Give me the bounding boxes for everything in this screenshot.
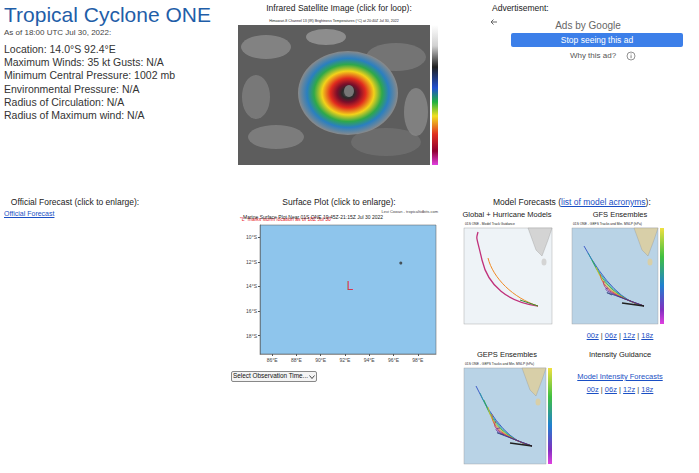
svg-text:16°S: 16°S [246, 308, 258, 314]
html-text:Intensity Guidance: Intensity Guidance [588, 350, 652, 359]
svg-text:Himawari-8 Channel 13 (IR) Bri: Himawari-8 Channel 13 (IR) Brightness Te… [269, 19, 399, 23]
html-text:Ads by Google: Ads by Google [555, 20, 621, 31]
svg-text:88°E: 88°E [291, 357, 303, 363]
svg-text:01S ONE - Model Track Guidance: 01S ONE - Model Track Guidance [465, 222, 515, 226]
svg-text:12°S: 12°S [246, 259, 258, 265]
html-text:Environmental Pressure: N/A: Environmental Pressure: N/A [4, 82, 140, 95]
svg-text:01S ONE - GEFS Tracks and Min.: 01S ONE - GEFS Tracks and Min. MSLP (hPa… [573, 222, 642, 226]
svg-text:92°E: 92°E [340, 357, 352, 363]
html-text:Radius of Maximum wind: N/A: Radius of Maximum wind: N/A [4, 109, 145, 121]
html-text:Infrared Satellite Image (clic: Infrared Satellite Image (click for loop… [266, 3, 412, 13]
html-text:Stop seeing this ad: Stop seeing this ad [560, 35, 634, 45]
html-text:Select Observation Time...: Select Observation Time... [233, 372, 308, 379]
svg-text:18°S: 18°S [246, 333, 258, 339]
svg-text:90°E: 90°E [315, 357, 327, 363]
html-text:As of 18:00 UTC Jul 30, 2022:: As of 18:00 UTC Jul 30, 2022: [4, 28, 112, 37]
html-text:00z | 06z | 12z | 18z: 00z | 06z | 12z | 18z [586, 331, 654, 340]
svg-text:86°E: 86°E [267, 357, 279, 363]
svg-text:96°E: 96°E [388, 357, 400, 363]
html-text:Model Intensity Forecasts: Model Intensity Forecasts [577, 372, 663, 381]
html-text:Model Forecasts (list of model: Model Forecasts (list of model acronyms)… [493, 197, 651, 207]
svg-text:14°S: 14°S [246, 283, 258, 289]
svg-text:Levi Cowan - tropicaltidbits.c: Levi Cowan - tropicaltidbits.com [382, 209, 439, 214]
html-text:GEPS Ensembles: GEPS Ensembles [477, 350, 537, 359]
html-text:Official Forecast: Official Forecast [4, 210, 55, 217]
html-text:Global + Hurricane Models: Global + Hurricane Models [462, 210, 552, 219]
html-text:Radius of Circulation: N/A: Radius of Circulation: N/A [4, 95, 125, 108]
html-text:GFS Ensembles: GFS Ensembles [592, 210, 648, 219]
svg-text:94°E: 94°E [364, 357, 376, 363]
html-text:Minimum Central Pressure: 1002: Minimum Central Pressure: 1002 mb [4, 69, 175, 82]
html-text:00z | 06z | 12z | 18z: 00z | 06z | 12z | 18z [586, 385, 654, 394]
svg-text:98°E: 98°E [412, 357, 424, 363]
svg-text:Marine Surface Plot Near 01S O: Marine Surface Plot Near 01S ONE 19:45Z-… [243, 214, 383, 220]
svg-text:01S ONE - GEPS Tracks and Min.: 01S ONE - GEPS Tracks and Min. MSLP (hPa… [465, 362, 534, 366]
html-text:Tropical Cyclone ONE: Tropical Cyclone ONE [4, 3, 211, 26]
html-text:Maximum Winds: 35 kt Gusts: N/: Maximum Winds: 35 kt Gusts: N/A [4, 56, 164, 69]
html-text:Why this ad?: Why this ad? [569, 51, 617, 60]
html-text:Surface Plot (click to enlarge: Surface Plot (click to enlarge): [282, 197, 396, 207]
html-text:Location: 14.0°S 92.4°E: Location: 14.0°S 92.4°E [4, 43, 116, 55]
svg-text:10°S: 10°S [246, 234, 258, 240]
html-text:Advertisement:: Advertisement: [492, 3, 549, 13]
html-text:Official Forecast (click to en: Official Forecast (click to enlarge): [10, 197, 140, 207]
svg-text:L: L [346, 279, 353, 293]
